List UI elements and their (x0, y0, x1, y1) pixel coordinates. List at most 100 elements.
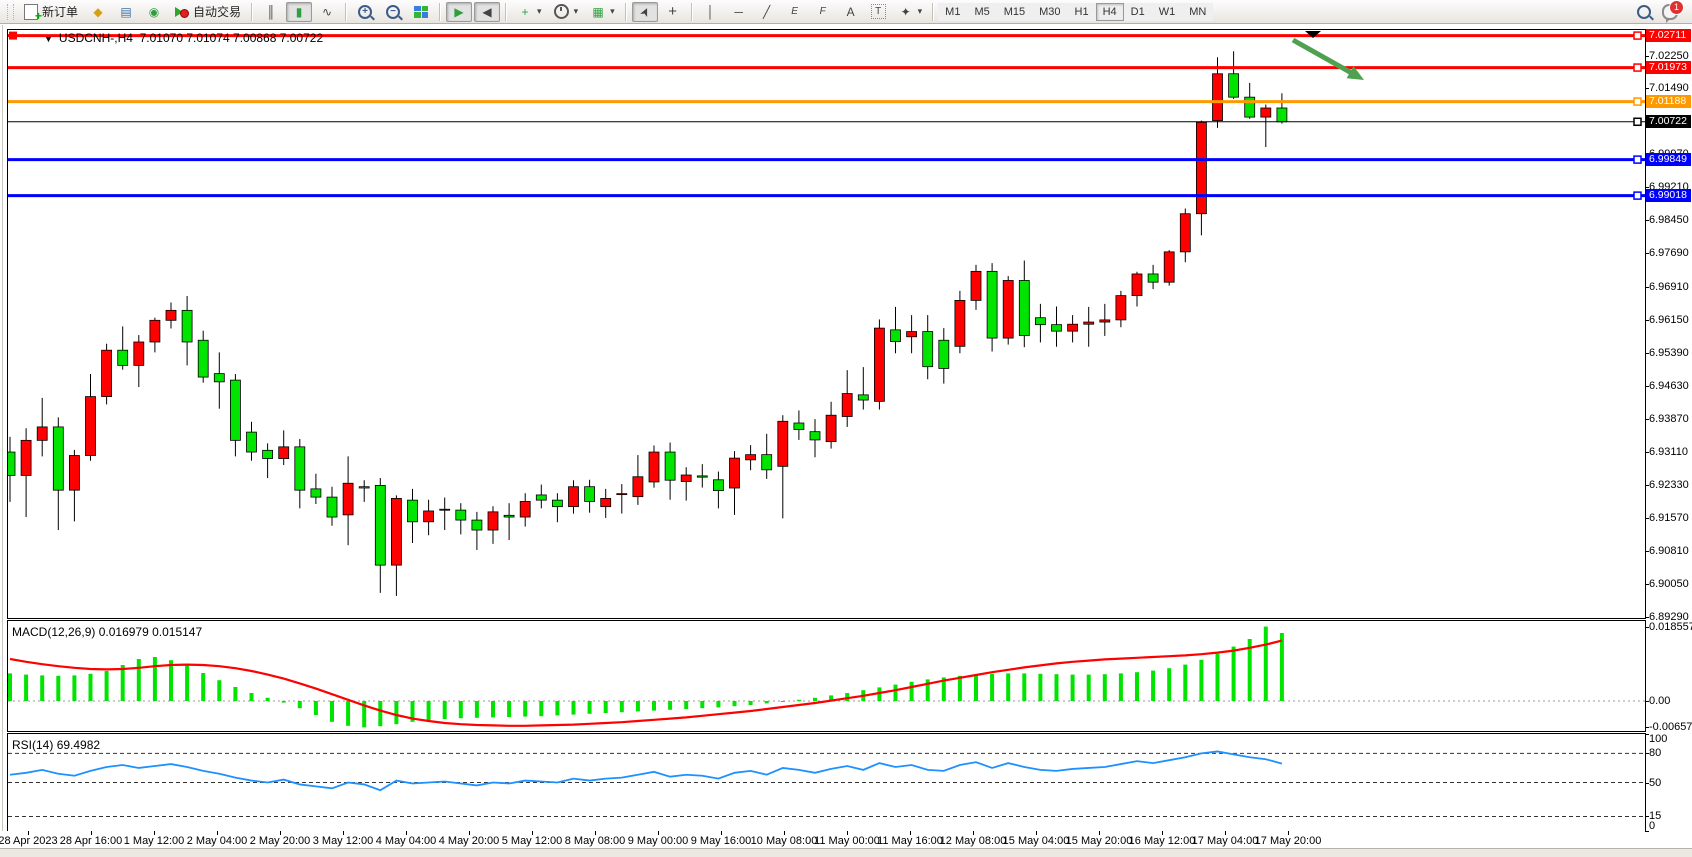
arrow-annotation[interactable] (1291, 37, 1357, 78)
candle[interactable] (423, 510, 435, 523)
line-handle[interactable] (1633, 155, 1642, 164)
candle[interactable] (777, 420, 789, 467)
candle[interactable] (793, 422, 805, 430)
candle[interactable] (938, 339, 950, 369)
candle[interactable] (197, 339, 209, 378)
crosshair-button[interactable]: + (660, 2, 686, 22)
search-icon[interactable] (1636, 4, 1652, 20)
candle[interactable] (874, 327, 885, 402)
line-handle[interactable] (1633, 31, 1642, 40)
timeframe-button-m15[interactable]: M15 (996, 3, 1033, 21)
candle[interactable] (374, 485, 386, 566)
candle[interactable] (246, 431, 257, 453)
broadcast-button[interactable]: ◉ (141, 2, 167, 22)
candle[interactable] (1196, 121, 1207, 215)
timeframe-button-m1[interactable]: M1 (938, 3, 968, 21)
chart-shift-marker[interactable] (1305, 31, 1321, 38)
candle[interactable] (1131, 273, 1143, 297)
candle[interactable] (165, 309, 177, 321)
timeframe-button-d1[interactable]: D1 (1123, 3, 1152, 21)
candle[interactable] (809, 431, 821, 441)
templates-button[interactable]: ▦ ▾ (585, 2, 620, 22)
candle[interactable] (52, 426, 64, 491)
fibonacci-button[interactable]: F (810, 2, 836, 22)
candle[interactable] (278, 446, 290, 459)
time-axis[interactable]: 28 Apr 2023 28 Apr 16:00 1 May 12:00 2 May … (0, 831, 1645, 848)
chart-shift-button[interactable]: ◀ (474, 1, 501, 22)
new-order-button[interactable]: 新订单 (18, 2, 83, 24)
bar-chart-button[interactable]: ║ (258, 2, 284, 22)
notifications-icon[interactable]: 1 (1662, 0, 1684, 23)
candle[interactable] (632, 476, 644, 498)
candle[interactable] (342, 482, 354, 516)
candle[interactable] (181, 309, 193, 343)
timeframe-button-h1[interactable]: H1 (1067, 3, 1096, 21)
candle[interactable] (664, 451, 676, 481)
candle[interactable] (149, 319, 161, 343)
price-marker-label[interactable]: 6.99849 (1646, 153, 1691, 167)
horizontal-line-button[interactable]: ─ (726, 2, 752, 22)
candle[interactable] (1276, 107, 1288, 123)
candle[interactable] (262, 449, 274, 459)
candle[interactable] (358, 486, 370, 489)
candle[interactable] (36, 426, 48, 441)
text-tool-button[interactable]: A (838, 2, 864, 22)
zoom-in-button[interactable]: + (352, 2, 378, 22)
line-handle[interactable] (1633, 97, 1642, 106)
timeframe-button-h4[interactable]: H4 (1095, 3, 1124, 21)
candle[interactable] (1018, 280, 1030, 336)
trendline-button[interactable]: ╱ (754, 2, 780, 22)
arrows-tool-button[interactable]: ✦ ▾ (893, 2, 928, 22)
candle[interactable] (1067, 323, 1078, 332)
candle[interactable] (503, 514, 515, 518)
candle[interactable] (1260, 107, 1272, 118)
candle[interactable] (133, 341, 145, 366)
candle[interactable] (761, 454, 773, 471)
line-handle[interactable] (9, 31, 17, 40)
candle[interactable] (455, 509, 467, 521)
market-watch-button[interactable]: ◆ (85, 2, 111, 22)
candle[interactable] (229, 379, 241, 441)
timeframe-button-m30[interactable]: M30 (1032, 3, 1068, 21)
candle[interactable] (745, 454, 756, 461)
line-handle[interactable] (1633, 191, 1642, 200)
candle[interactable] (696, 475, 708, 478)
cursor-button[interactable]: ➤ (631, 1, 658, 22)
candle[interactable] (390, 498, 402, 566)
candle[interactable] (1179, 213, 1191, 253)
line-handle[interactable] (1633, 117, 1642, 127)
vertical-line-button[interactable]: │ (698, 2, 724, 22)
candle[interactable] (407, 499, 418, 523)
candle[interactable] (101, 349, 112, 397)
candle[interactable] (584, 486, 595, 502)
candle[interactable] (1212, 73, 1223, 121)
candle[interactable] (954, 299, 966, 347)
candle[interactable] (1147, 273, 1159, 283)
candle[interactable] (294, 446, 306, 491)
candle[interactable] (487, 511, 499, 531)
candle[interactable] (906, 331, 917, 338)
toolbar-grip[interactable] (7, 3, 14, 20)
arrow-annotation-head[interactable] (1346, 66, 1364, 80)
candle[interactable] (1244, 96, 1256, 118)
candle[interactable] (1083, 321, 1095, 325)
candle[interactable] (117, 349, 129, 366)
price-marker-label[interactable]: 6.99018 (1646, 189, 1691, 203)
candle[interactable] (1051, 324, 1062, 332)
candle[interactable] (1115, 295, 1127, 321)
rsi-panel[interactable] (7, 733, 1646, 832)
candle[interactable] (535, 494, 547, 501)
candle[interactable] (471, 519, 483, 531)
price-marker-label[interactable]: 7.00722 (1646, 115, 1691, 129)
candle[interactable] (69, 455, 80, 491)
candle[interactable] (970, 270, 982, 301)
zoom-out-button[interactable]: − (380, 2, 406, 22)
macd-panel[interactable] (7, 620, 1646, 732)
equidistant-channel-button[interactable]: E (782, 2, 808, 22)
line-handle[interactable] (1633, 63, 1642, 72)
candle[interactable] (85, 396, 96, 456)
chart-window[interactable]: ▼ USDCNH-,H4 7.01070 7.01074 7.00868 7.00… (0, 25, 1692, 848)
candle[interactable] (600, 498, 612, 508)
line-chart-button[interactable]: ∿ (314, 2, 340, 22)
candle[interactable] (729, 457, 740, 489)
